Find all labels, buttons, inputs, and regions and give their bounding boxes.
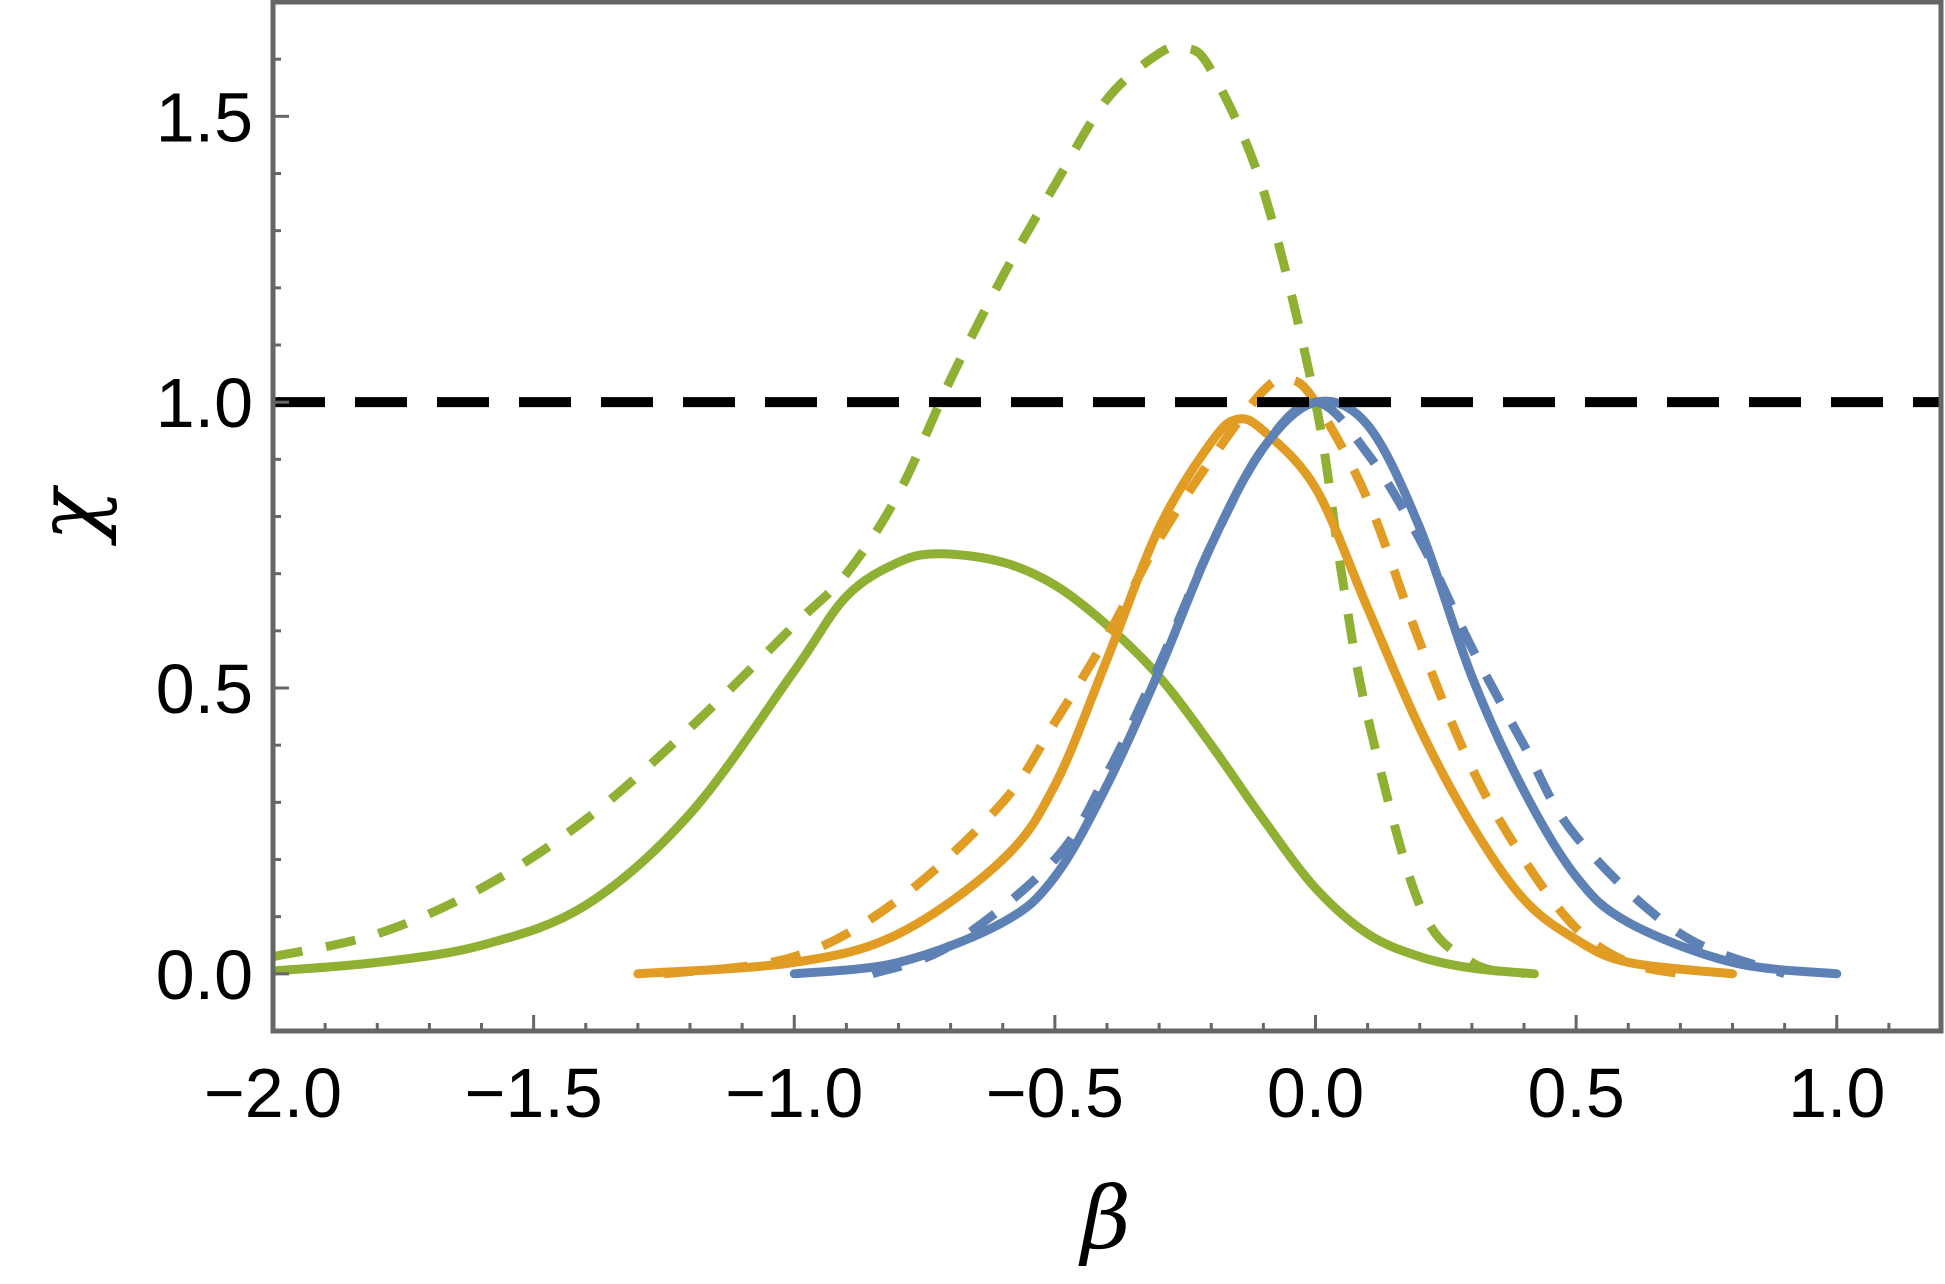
x-tick-label: −0.5 (986, 1054, 1124, 1132)
x-axis-title: β (1078, 1169, 1131, 1269)
series-1-dashed-line (870, 397, 1787, 979)
x-tick-label: −2.0 (204, 1054, 342, 1132)
x-tick-label: 0.0 (1267, 1054, 1364, 1132)
y-tick-label: 1.5 (156, 78, 253, 156)
x-tick-label: −1.0 (725, 1054, 863, 1132)
y-tick-label: 1.0 (156, 364, 253, 442)
series-0-solid-line (789, 396, 1842, 979)
tick-layer: −2.0 −1.5 −1.0 −0.5 0.0 0.5 1.0 0.0 0.5 1.0 1.5 (156, 57, 1943, 1132)
series-layer (273, 41, 1842, 979)
x-tick-label: −1.5 (465, 1054, 603, 1132)
series-2-solid-line (633, 414, 1737, 979)
y-tick-label: 0.5 (156, 650, 253, 728)
series-4-solid-line (273, 549, 1539, 979)
series-3-dashed-line (663, 373, 1682, 979)
series-5-dashed-line (273, 41, 1525, 979)
y-axis-title: χ (19, 484, 119, 546)
x-tick-label: 0.5 (1527, 1054, 1624, 1132)
y-tick-label: 0.0 (156, 936, 253, 1014)
x-tick-label: 1.0 (1788, 1054, 1885, 1132)
plot-frame (270, 0, 1944, 1034)
